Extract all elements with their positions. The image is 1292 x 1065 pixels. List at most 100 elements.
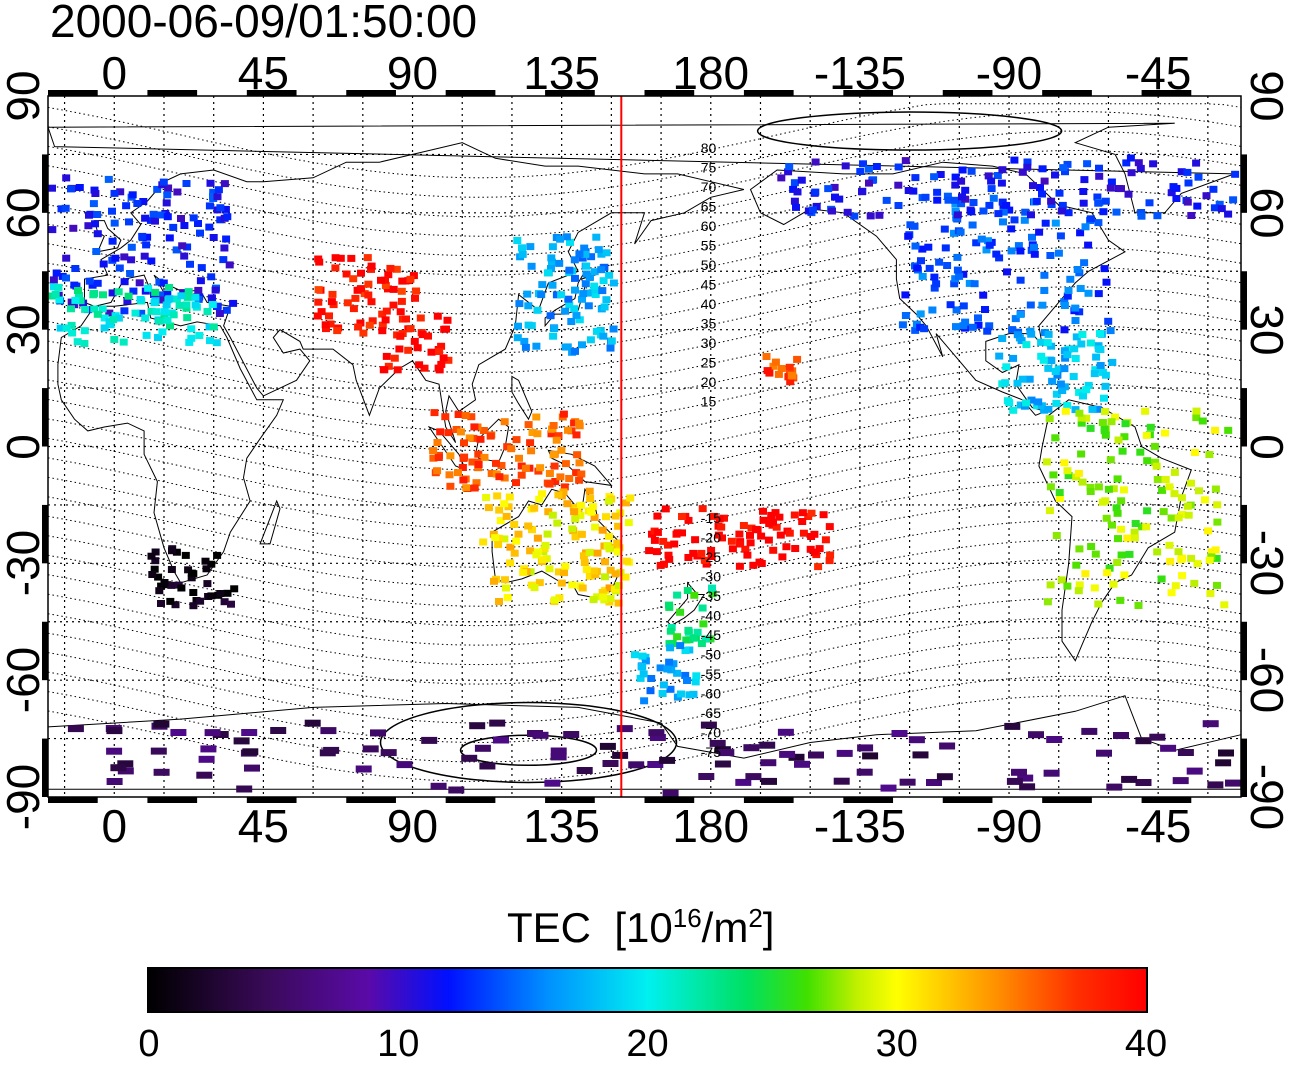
tec-cell (526, 568, 535, 576)
tec-cell (472, 479, 481, 487)
tec-cell (493, 492, 502, 500)
tec-cell (183, 243, 192, 251)
tec-cell (1104, 317, 1113, 325)
tec-cell (110, 189, 119, 197)
tec-cell (420, 364, 429, 372)
colorbar-tick-label: 20 (626, 1023, 669, 1065)
tec-cell (952, 323, 960, 331)
tec-cell (570, 419, 579, 427)
tec-cell (1091, 366, 1100, 374)
tec-cell (554, 568, 563, 576)
tec-cell (409, 272, 418, 280)
tec-cell (1018, 168, 1027, 176)
tec-cell (147, 257, 156, 265)
tec-cell (67, 321, 76, 329)
tec-cell (993, 172, 1002, 179)
tec-cell (933, 188, 942, 196)
tec-cell (545, 470, 554, 477)
tec-cell (93, 310, 102, 318)
frame-band-top (445, 90, 496, 96)
tec-cell (771, 509, 780, 517)
tec-cell (814, 563, 823, 571)
contour-label: -15 (701, 510, 721, 526)
tec-cell (222, 306, 231, 314)
tec-cell (575, 476, 584, 484)
tec-cell (559, 488, 568, 496)
tec-cell (550, 462, 559, 470)
tec-cell (151, 217, 159, 225)
colorbar-tick-label: 40 (1124, 1023, 1168, 1065)
tec-cell (792, 203, 800, 211)
tec-cell (678, 529, 686, 537)
tec-cell (1136, 448, 1145, 456)
tec-cell (169, 223, 178, 231)
tec-cell (222, 235, 231, 243)
tec-cell (950, 229, 958, 237)
tec-cell (575, 459, 584, 467)
tec-cell (76, 297, 85, 305)
tec-cell (491, 534, 500, 542)
tec-cell (606, 344, 615, 352)
tec-cell (666, 685, 675, 693)
tec-cell (543, 269, 552, 277)
tec-cell (49, 283, 58, 291)
tec-cell (98, 305, 107, 313)
tec-cell (582, 566, 591, 574)
tec-cell (561, 343, 570, 351)
tec-cell (177, 292, 186, 300)
tec-cell (126, 270, 135, 277)
tec-cell (1092, 353, 1101, 361)
tec-cell (229, 299, 238, 307)
mag-latitude-curve (47, 344, 1242, 432)
tec-cell (578, 254, 587, 262)
tec-cell (328, 290, 337, 298)
contour-label: 25 (701, 354, 717, 370)
tec-cell (48, 184, 56, 192)
tec-cell (468, 458, 477, 466)
tec-cell (1002, 201, 1011, 209)
tec-cell (615, 544, 624, 552)
tec-cell (494, 541, 503, 548)
tec-cell (439, 354, 448, 362)
tec-cell (362, 745, 379, 753)
mag-latitude-curve (47, 617, 1242, 705)
tec-cell (666, 627, 675, 635)
tec-cell (106, 747, 123, 755)
tec-cell (894, 181, 903, 189)
tec-cell (683, 677, 691, 684)
tec-cell (1030, 250, 1039, 258)
tec-cell (143, 233, 152, 241)
tec-cell (598, 526, 607, 534)
tec-cell (999, 218, 1007, 226)
tec-cell (1104, 485, 1113, 493)
longitude-tick-label: 180 (672, 800, 750, 852)
tec-cell (784, 168, 793, 176)
tec-cell (196, 229, 204, 237)
tec-cell (1117, 525, 1126, 533)
tec-cell (538, 556, 547, 564)
tec-cell (1117, 497, 1126, 505)
tec-cell (1009, 354, 1018, 362)
tec-cell (381, 282, 390, 289)
tec-cell (985, 241, 994, 249)
tec-cell (585, 548, 594, 556)
tec-cell (187, 569, 196, 577)
tec-cell (614, 599, 623, 607)
tec-cell (233, 737, 250, 745)
tec-cell (221, 205, 230, 213)
tec-cell (541, 541, 550, 549)
tec-cell (943, 192, 952, 200)
tec-cell (495, 506, 504, 514)
tec-cell (981, 306, 989, 313)
tec-cell (81, 305, 90, 313)
tec-cell (364, 280, 373, 288)
tec-cell (901, 157, 910, 165)
tec-cell (1184, 511, 1193, 519)
tec-cell (469, 722, 486, 730)
tec-cell (693, 628, 702, 636)
tec-cell (961, 318, 970, 326)
tec-cell (690, 591, 699, 599)
tec-cell (157, 211, 166, 219)
tec-cell (652, 548, 661, 556)
tec-cell (1079, 188, 1088, 195)
